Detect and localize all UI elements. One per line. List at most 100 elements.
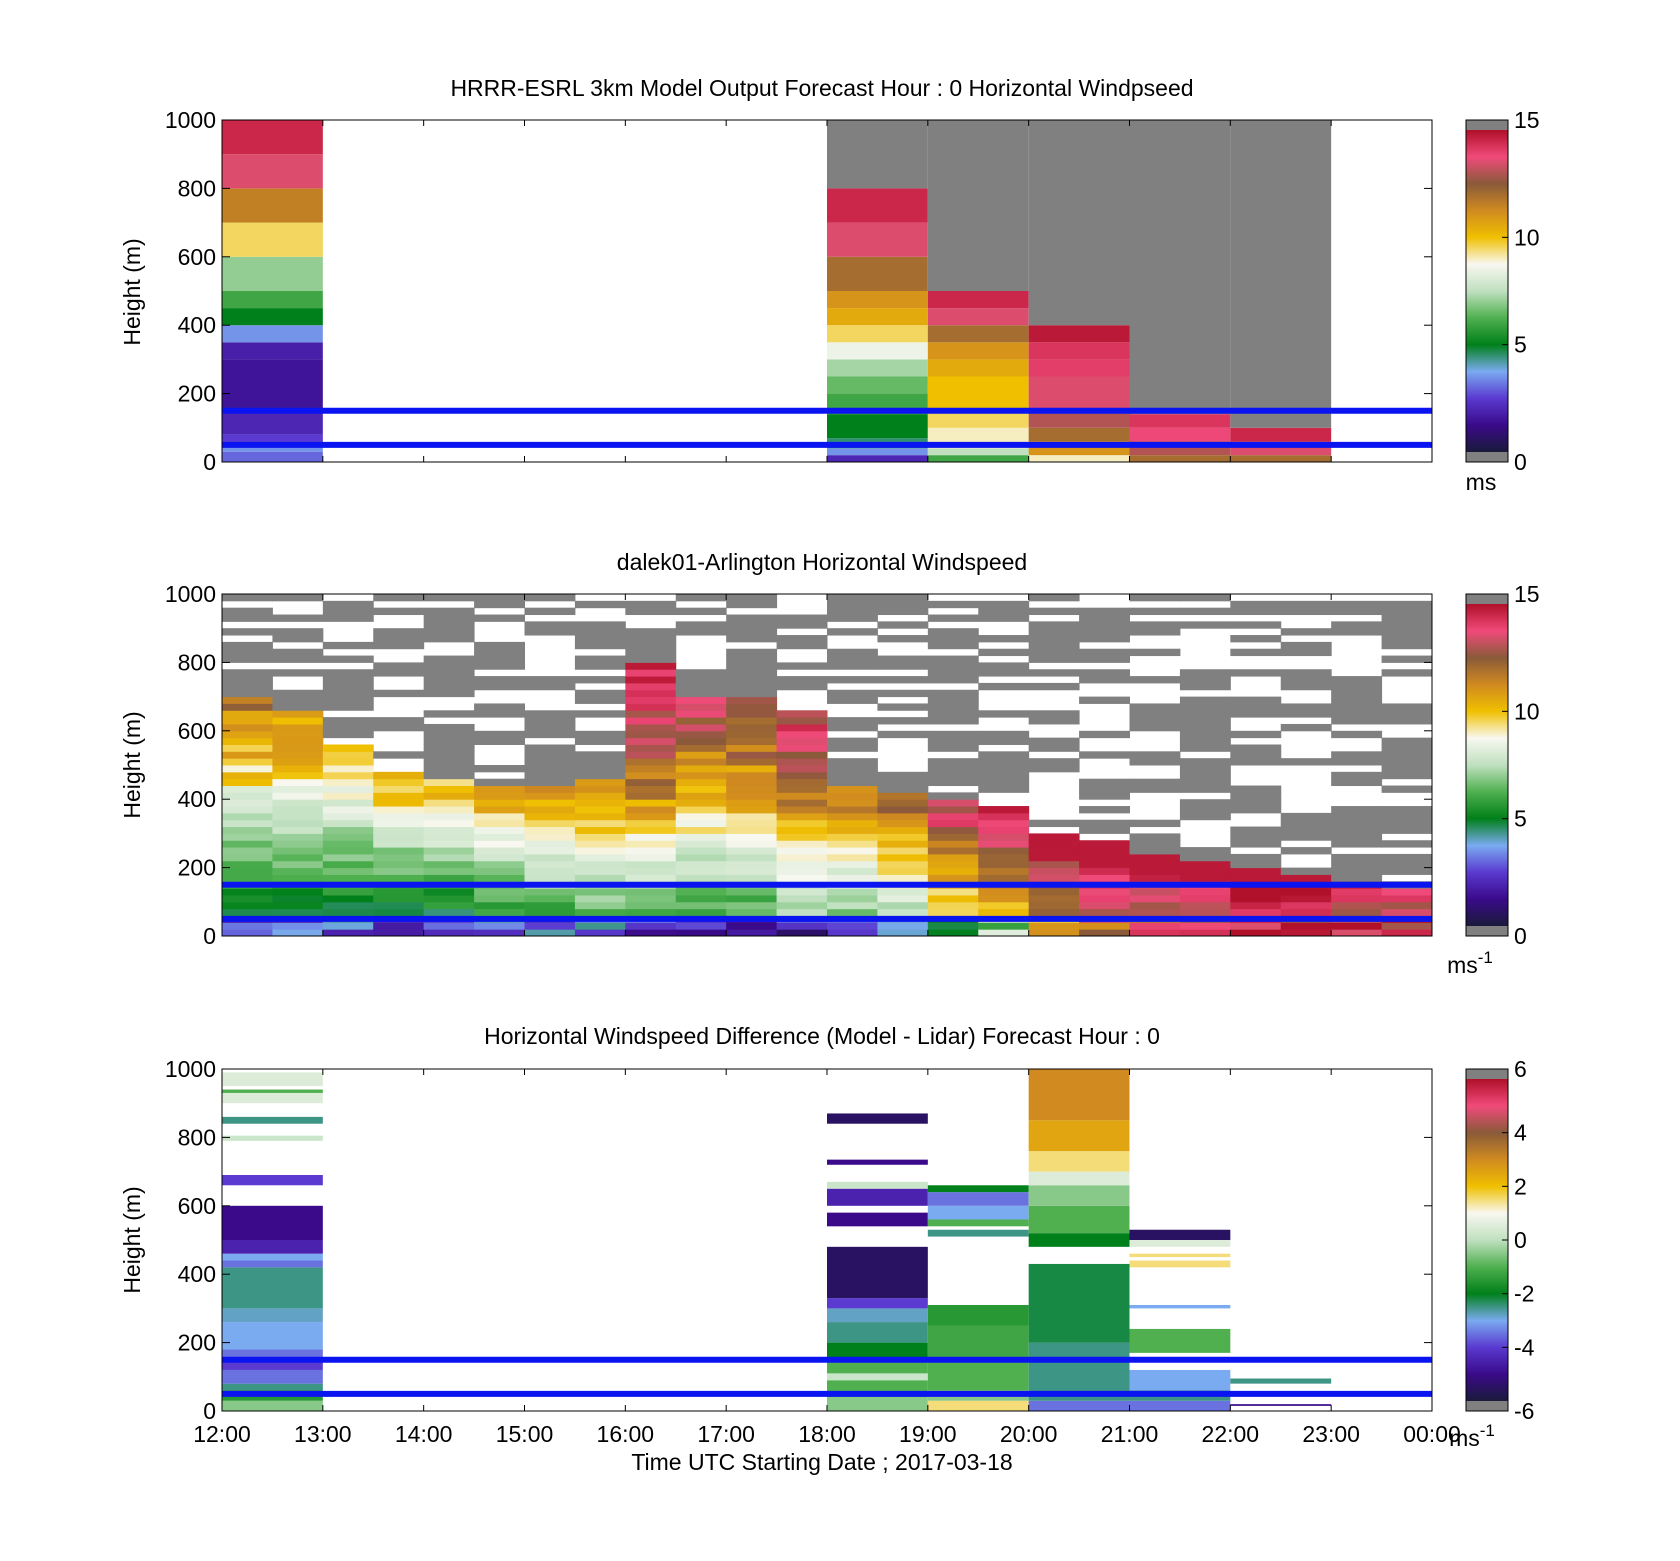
heatmap-cell: [1079, 922, 1130, 930]
heatmap-cell: [877, 908, 929, 916]
heatmap-cell: [272, 614, 324, 622]
heatmap-cell: [222, 594, 273, 602]
heatmap-cell: [524, 888, 576, 896]
heatmap-cell: [222, 154, 323, 189]
heatmap-cell: [272, 929, 324, 937]
heatmap-cell: [827, 648, 878, 657]
y-tick-label: 200: [178, 381, 216, 407]
heatmap-cell: [222, 669, 273, 677]
heatmap-cell: [1028, 621, 1080, 629]
heatmap-cell: [524, 860, 576, 869]
heatmap-cell: [1079, 648, 1130, 657]
heatmap-cell: [272, 765, 324, 773]
heatmap-cell: [1331, 894, 1383, 903]
heatmap-cell: [1280, 819, 1332, 828]
x-tick-label: 14:00: [395, 1421, 453, 1447]
heatmap-cell: [625, 737, 677, 745]
heatmap-cell: [1331, 689, 1383, 698]
heatmap-cell: [222, 1072, 323, 1087]
heatmap-cell: [1129, 778, 1181, 787]
heatmap-cell: [272, 833, 324, 841]
heatmap-cell: [222, 908, 273, 916]
colorbar-tick-label: 5: [1514, 332, 1527, 358]
heatmap-cell: [1079, 635, 1130, 643]
heatmap-cell: [675, 758, 727, 766]
heatmap-cell: [675, 669, 727, 677]
heatmap-cell: [1028, 860, 1080, 869]
heatmap-cell: [877, 826, 929, 834]
heatmap-cell: [574, 778, 626, 787]
heatmap-cell: [927, 929, 979, 937]
heatmap-cell: [827, 744, 878, 752]
heatmap-cell: [877, 717, 929, 725]
heatmap-cell: [927, 448, 1029, 456]
y-tick-label: 200: [178, 855, 216, 881]
heatmap-cell: [978, 860, 1030, 869]
heatmap-cell: [574, 792, 626, 800]
heatmap-cell: [675, 778, 727, 787]
heatmap-cell: [222, 607, 273, 616]
heatmap-cell: [1230, 799, 1282, 807]
heatmap-cell: [1331, 621, 1383, 629]
heatmap-cell: [927, 1400, 1029, 1411]
heatmap-cell: [1079, 874, 1130, 882]
heatmap-cell: [927, 635, 979, 643]
heatmap-cell: [373, 894, 425, 903]
heatmap-cell: [827, 765, 878, 773]
heatmap-cell: [675, 860, 727, 869]
heatmap-cell: [474, 894, 525, 903]
heatmap-cell: [322, 812, 374, 821]
heatmap-cell: [927, 1229, 1029, 1237]
heatmap-cell: [524, 765, 576, 773]
heatmap-cell: [776, 717, 828, 725]
heatmap-cell: [474, 806, 525, 814]
heatmap-cell: [1381, 819, 1433, 828]
heatmap-cell: [322, 908, 374, 916]
heatmap-cell: [776, 853, 828, 862]
heatmap-cell: [625, 819, 677, 828]
heatmap-cell: [776, 840, 828, 848]
heatmap-cell: [978, 812, 1030, 821]
heatmap-cell: [322, 894, 374, 903]
heatmap-cell: [1028, 427, 1130, 442]
heatmap-cell: [574, 730, 626, 739]
heatmap-cell: [1280, 867, 1332, 875]
heatmap-cell: [574, 662, 626, 670]
heatmap-cell: [474, 655, 525, 663]
heatmap-cell: [927, 410, 1029, 428]
heatmap-cell: [423, 771, 475, 780]
heatmap-cell: [1331, 806, 1383, 814]
heatmap-cell: [1179, 908, 1231, 916]
heatmap-cell: [1381, 765, 1433, 773]
heatmap-cell: [222, 256, 323, 291]
heatmap-cell: [222, 325, 323, 343]
heatmap-cell: [222, 860, 273, 869]
heatmap-cell: [1028, 1120, 1130, 1152]
heatmap-cell: [423, 922, 475, 930]
heatmap-cell: [474, 867, 525, 875]
heatmap-cell: [272, 778, 324, 787]
heatmap-cell: [1179, 594, 1231, 602]
heatmap-cell: [1028, 1185, 1130, 1206]
heatmap-cell: [877, 929, 929, 937]
heatmap-cell: [574, 676, 626, 684]
heatmap-cell: [877, 703, 929, 711]
heatmap-cell: [322, 853, 374, 862]
heatmap-cell: [877, 792, 929, 800]
heatmap-cell: [1129, 723, 1181, 732]
heatmap-cell: [423, 621, 475, 629]
heatmap-cell: [1129, 676, 1181, 684]
heatmap-cell: [1129, 1240, 1231, 1247]
heatmap-cell: [877, 771, 929, 780]
x-tick-label: 16:00: [597, 1421, 655, 1447]
heatmap-cell: [574, 819, 626, 828]
heatmap-cell: [726, 853, 778, 862]
heatmap-cell: [675, 751, 727, 759]
heatmap-cell: [373, 785, 425, 793]
heatmap-cell: [474, 792, 525, 800]
heatmap-cell: [1129, 1253, 1231, 1258]
heatmap-cell: [474, 648, 525, 657]
heatmap-cell: [524, 682, 576, 691]
heatmap-cell: [474, 874, 525, 882]
heatmap-cell: [625, 689, 677, 698]
